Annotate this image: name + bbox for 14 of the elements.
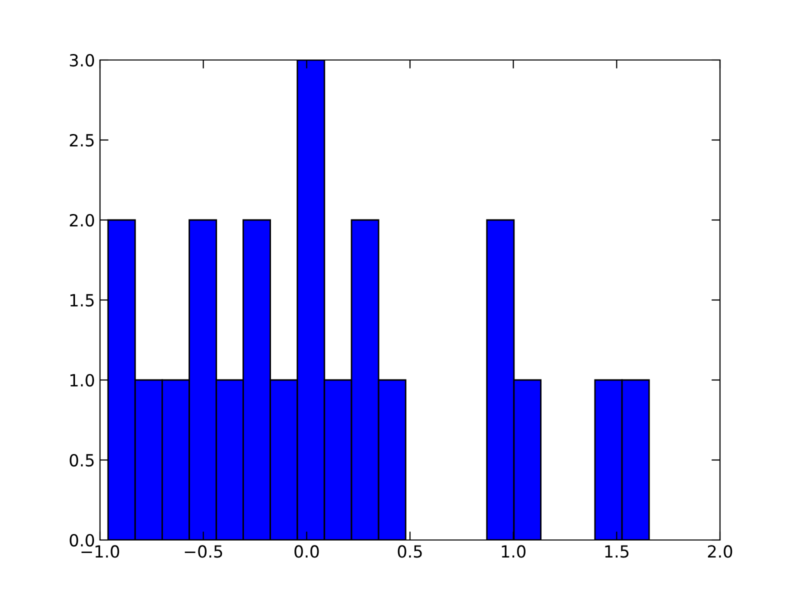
y-tick-label: 1.5 (70, 294, 94, 307)
y-tick-label: 0.0 (70, 534, 94, 547)
y-tick-label: 2.5 (70, 134, 94, 147)
y-tick-label: 1.0 (70, 374, 94, 387)
x-tick-label: −1.0 (82, 545, 120, 558)
x-tick-label: 2.0 (708, 545, 732, 558)
x-tick-label: 0.5 (398, 545, 422, 558)
x-tick-label: −0.5 (184, 545, 222, 558)
x-tick-label: 0.0 (294, 545, 319, 558)
y-tick-label: 3.0 (70, 54, 94, 67)
x-tick-label: 1.0 (502, 545, 526, 558)
x-tick-label: 1.5 (605, 545, 628, 558)
y-tick-label: 2.0 (70, 214, 94, 227)
y-tick-label: 0.5 (70, 454, 94, 467)
